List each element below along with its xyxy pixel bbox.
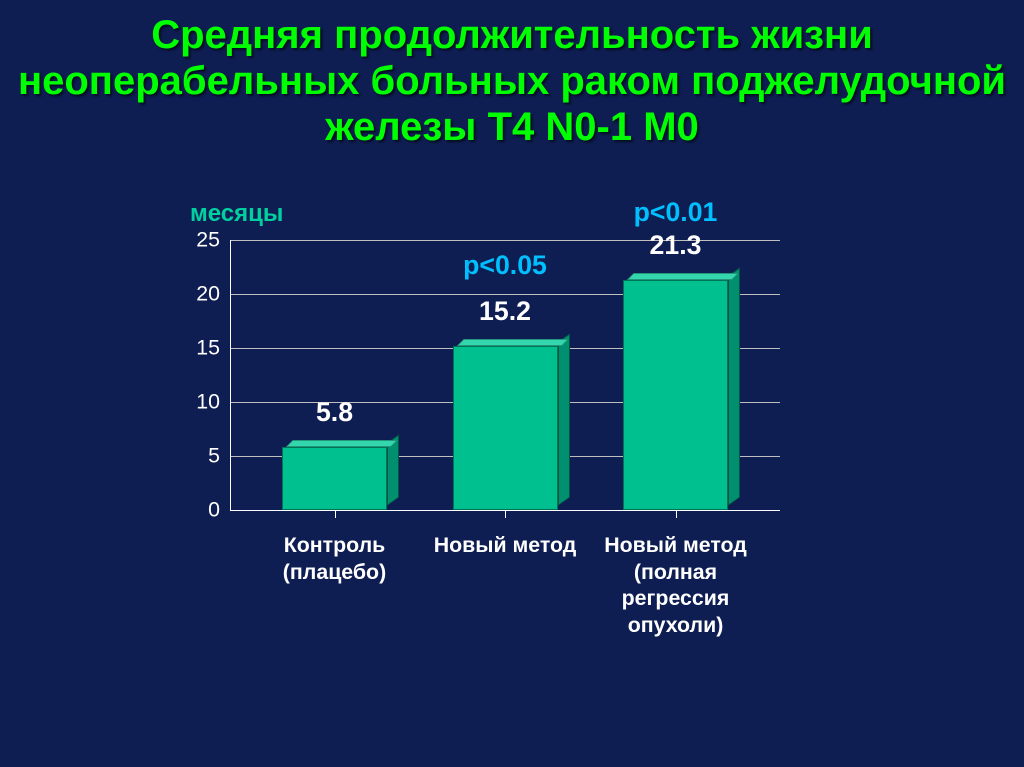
value-label: 15.2 — [479, 296, 531, 327]
x-category-label: Новый метод — [410, 532, 600, 559]
bar-front — [623, 280, 728, 510]
p-value-label: p<0.05 — [463, 250, 547, 281]
x-category-label: Контроль(плацебо) — [240, 532, 430, 585]
bar-front — [282, 447, 387, 510]
bar-top — [456, 339, 568, 346]
x-tick-mark — [505, 510, 506, 518]
p-value-label: p<0.01 — [634, 197, 718, 228]
value-label: 5.8 — [316, 397, 353, 428]
y-tick-label: 15 — [170, 336, 220, 361]
bar-top — [286, 440, 398, 447]
bar — [282, 447, 387, 510]
bar — [623, 280, 728, 510]
bar-front — [453, 346, 558, 510]
page-title: Средняя продолжительность жизни неопераб… — [0, 12, 1024, 150]
bar-side — [558, 333, 570, 506]
x-category-label: Новый метод(полнаярегрессияопухоли) — [581, 532, 771, 639]
x-tick-mark — [676, 510, 677, 518]
y-tick-label: 10 — [170, 390, 220, 415]
y-tick-label: 5 — [170, 444, 220, 469]
y-tick-label: 20 — [170, 282, 220, 307]
x-tick-mark — [335, 510, 336, 518]
y-axis-label: месяцы — [190, 200, 283, 228]
bar-top — [627, 273, 739, 280]
y-tick-label: 0 — [170, 498, 220, 523]
bar-side — [728, 267, 740, 505]
bar — [453, 346, 558, 510]
y-axis-line — [230, 240, 231, 510]
value-label: 21.3 — [650, 230, 702, 261]
slide: Средняя продолжительность жизни неопераб… — [0, 0, 1024, 767]
y-tick-label: 25 — [170, 228, 220, 253]
